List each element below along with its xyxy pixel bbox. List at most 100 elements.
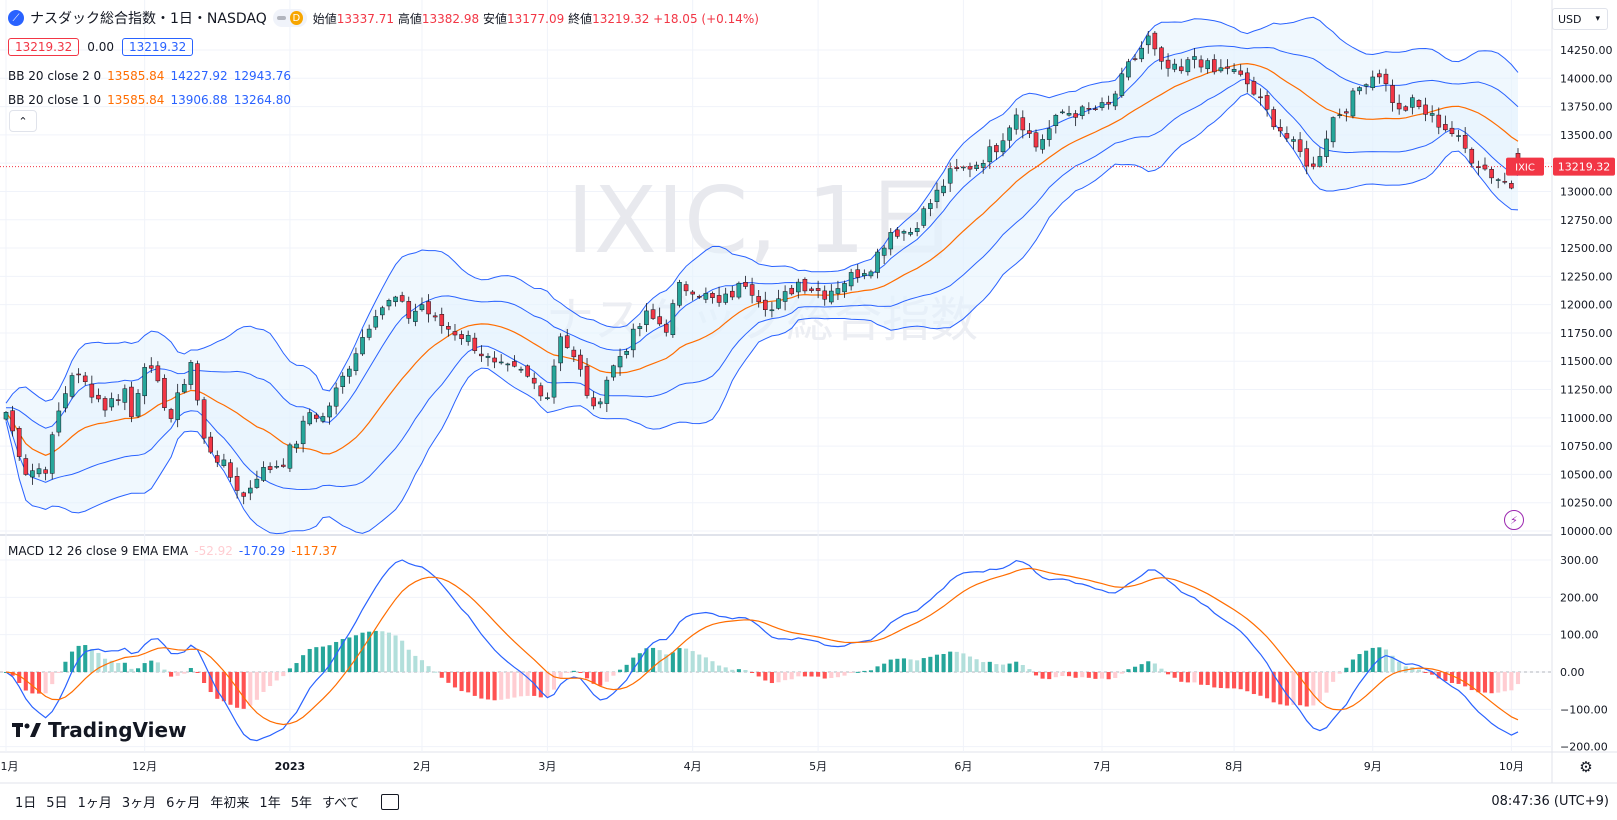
candle-body[interactable]: [1244, 72, 1250, 85]
candle-body[interactable]: [941, 185, 946, 194]
candle-body[interactable]: [1456, 135, 1461, 137]
candle-body[interactable]: [1066, 113, 1072, 116]
candle-body[interactable]: [1086, 108, 1092, 110]
signal-line[interactable]: [5, 567, 1519, 726]
candle-body[interactable]: [650, 309, 656, 319]
candle-body[interactable]: [1271, 109, 1276, 128]
candle-body[interactable]: [597, 401, 603, 405]
candle-body[interactable]: [465, 335, 471, 342]
timeframe-button[interactable]: 1年: [259, 796, 281, 811]
candle-body[interactable]: [1007, 127, 1012, 141]
candle-body[interactable]: [1099, 102, 1105, 108]
tradingview-logo[interactable]: TradingView: [12, 718, 187, 742]
candle-body[interactable]: [710, 293, 715, 298]
candle-body[interactable]: [1119, 73, 1125, 96]
candle-body[interactable]: [3, 412, 9, 420]
candle-body[interactable]: [386, 300, 392, 307]
candle-body[interactable]: [1284, 133, 1290, 139]
candle-body[interactable]: [987, 146, 993, 163]
candle-body[interactable]: [221, 459, 227, 466]
candle-body[interactable]: [1324, 138, 1329, 157]
candle-body[interactable]: [1225, 66, 1230, 69]
candle-body[interactable]: [327, 405, 332, 418]
candle-body[interactable]: [630, 328, 636, 351]
candle-body[interactable]: [1449, 127, 1455, 134]
candle-body[interactable]: [214, 455, 220, 463]
candle-body[interactable]: [1317, 156, 1323, 167]
candle-body[interactable]: [162, 377, 167, 408]
candle-body[interactable]: [228, 462, 233, 478]
candle-body[interactable]: [571, 349, 577, 358]
candle-body[interactable]: [1264, 95, 1270, 110]
candle-body[interactable]: [294, 443, 299, 449]
candle-body[interactable]: [723, 293, 728, 303]
candle-body[interactable]: [578, 354, 583, 370]
candle-body[interactable]: [611, 365, 616, 378]
candle-body[interactable]: [1390, 85, 1395, 103]
candle-body[interactable]: [188, 362, 194, 385]
bb-basis-line[interactable]: [5, 62, 1519, 456]
macd-legend[interactable]: MACD 12 26 close 9 EMA EMA -52.92 -170.2…: [8, 544, 338, 558]
candle-body[interactable]: [56, 410, 62, 433]
candle-body[interactable]: [980, 163, 986, 168]
candle-body[interactable]: [1218, 67, 1224, 72]
candle-body[interactable]: [452, 331, 458, 336]
timeframe-button[interactable]: 5日: [46, 796, 68, 811]
candle-body[interactable]: [115, 399, 121, 401]
candle-body[interactable]: [1178, 66, 1184, 72]
candle-body[interactable]: [261, 467, 266, 481]
candle-body[interactable]: [1152, 32, 1158, 50]
candle-body[interactable]: [848, 272, 854, 287]
candle-body[interactable]: [1469, 148, 1475, 164]
candle-body[interactable]: [1106, 101, 1111, 105]
candle-body[interactable]: [835, 288, 841, 294]
candle-body[interactable]: [1231, 68, 1237, 72]
candle-body[interactable]: [498, 361, 504, 364]
candle-body[interactable]: [1489, 169, 1494, 179]
timeframe-button[interactable]: 1日: [15, 796, 37, 811]
candle-body[interactable]: [1337, 114, 1343, 117]
candle-body[interactable]: [413, 310, 418, 322]
candle-body[interactable]: [459, 334, 464, 340]
timeframe-button[interactable]: すべて: [321, 796, 360, 811]
candle-body[interactable]: [1033, 132, 1039, 148]
candle-body[interactable]: [1172, 63, 1177, 70]
candle-body[interactable]: [1040, 139, 1045, 150]
candle-body[interactable]: [1304, 148, 1310, 167]
candle-body[interactable]: [1060, 111, 1065, 114]
candle-body[interactable]: [393, 296, 398, 303]
candle-body[interactable]: [822, 290, 828, 300]
candle-body[interactable]: [756, 296, 761, 303]
candle-body[interactable]: [241, 492, 246, 497]
candle-body[interactable]: [426, 301, 431, 315]
candle-body[interactable]: [201, 399, 207, 439]
candle-body[interactable]: [545, 397, 550, 400]
candle-body[interactable]: [663, 323, 669, 333]
symbol-title[interactable]: ナスダック総合指数・1日・NASDAQ: [30, 11, 267, 27]
clock-readout[interactable]: 08:47:36 (UTC+9): [1491, 794, 1609, 809]
candle-body[interactable]: [617, 356, 623, 368]
candle-body[interactable]: [683, 284, 689, 292]
candle-body[interactable]: [43, 469, 48, 474]
candle-body[interactable]: [142, 367, 147, 397]
candle-body[interactable]: [366, 328, 372, 338]
timeframe-button[interactable]: 6ヶ月: [166, 796, 201, 811]
candle-body[interactable]: [287, 444, 293, 469]
candle-body[interactable]: [875, 251, 880, 273]
candle-body[interactable]: [908, 231, 913, 235]
candle-body[interactable]: [360, 337, 365, 355]
candle-body[interactable]: [677, 282, 682, 306]
candle-body[interactable]: [208, 436, 213, 453]
candle-body[interactable]: [947, 168, 953, 184]
candle-body[interactable]: [809, 288, 814, 291]
candle-body[interactable]: [551, 365, 557, 398]
candle-body[interactable]: [1145, 35, 1151, 46]
candle-body[interactable]: [1396, 102, 1402, 110]
timeframe-button[interactable]: 5年: [290, 796, 312, 811]
candle-body[interactable]: [1132, 58, 1138, 60]
candle-body[interactable]: [1370, 76, 1376, 88]
candle-body[interactable]: [1502, 181, 1508, 183]
candle-body[interactable]: [1053, 114, 1059, 126]
candle-body[interactable]: [1436, 114, 1442, 128]
bb2-upper-line[interactable]: [5, 16, 1519, 404]
